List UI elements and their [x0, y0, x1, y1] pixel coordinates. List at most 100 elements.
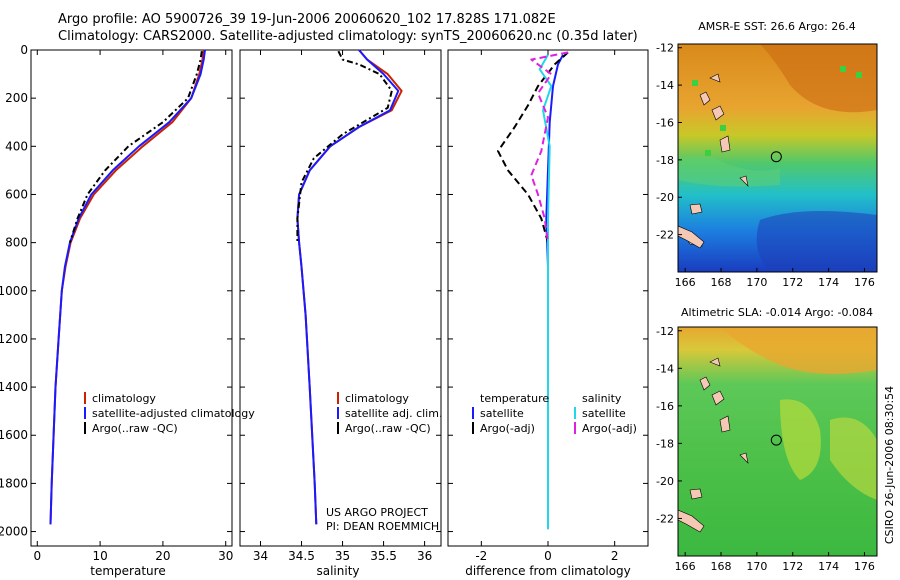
sst-missing-pixel — [856, 72, 862, 78]
sst-islands — [679, 73, 749, 247]
series-line-satellite-adjusted-climatology — [49, 49, 206, 525]
y-tick-label: 800 — [5, 236, 28, 250]
figure-title-line1: Argo profile: AO 5900726_39 19-Jun-2006 … — [58, 12, 556, 27]
x-tick-label: 34.5 — [288, 549, 315, 563]
sst-map-title: AMSR-E SST: 26.6 Argo: 26.4 — [698, 20, 856, 33]
difference-xlabel: difference from climatology — [465, 564, 631, 578]
x-tick-label: 0 — [544, 549, 552, 563]
sst-missing-pixel — [692, 80, 698, 86]
lat-tick-label: -16 — [656, 400, 674, 413]
lat-tick-label: -14 — [656, 362, 674, 375]
legend-heading-temperature: temperature — [480, 392, 549, 405]
y-tick-label: 600 — [5, 187, 28, 201]
x-tick-label: 20 — [155, 549, 170, 563]
lon-tick-label: 172 — [782, 276, 803, 289]
salinity-panel: 34 34.5 35 35.5 36 salinity climatology sate… — [239, 49, 442, 578]
temperature-legend: climatology satellite-adjusted climatolo… — [84, 392, 255, 435]
x-tick-label: 0 — [33, 549, 41, 563]
lon-tick-label: 168 — [711, 560, 732, 573]
legend-label-satellite-adj: satellite adj. clim. — [345, 407, 442, 420]
sla-high-patch — [720, 327, 877, 374]
sst-new-caledonia — [678, 225, 705, 249]
x-tick-label: 35 — [335, 549, 350, 563]
lat-tick-label: -20 — [656, 191, 674, 204]
x-tick-label: 2 — [611, 549, 619, 563]
y-tick-label: 1600 — [0, 428, 28, 442]
x-tick-label: -2 — [475, 549, 487, 563]
y-tick-label: 200 — [5, 91, 28, 105]
legend-label-argo: Argo(..raw -QC) — [345, 422, 431, 435]
sla-islands — [689, 357, 749, 500]
lat-tick-label: -22 — [656, 229, 674, 242]
legend-label-satellite-adjusted: satellite-adjusted climatology — [92, 407, 255, 420]
x-tick-label: 10 — [92, 549, 107, 563]
sst-map-frame — [677, 43, 878, 273]
lon-tick-label: 176 — [854, 276, 875, 289]
legend-label-climatology: climatology — [92, 392, 156, 405]
lon-tick-label: 174 — [818, 276, 839, 289]
sst-float-position-marker — [770, 151, 782, 163]
y-tick-label: 400 — [5, 139, 28, 153]
csiro-credit: CSIRO 26-Jun-2006 08:30:54 — [883, 386, 896, 544]
sla-map-frame — [677, 326, 878, 557]
sst-front-band — [678, 156, 780, 187]
lat-tick-label: -12 — [656, 42, 674, 55]
sla-anomaly-patch — [780, 399, 821, 480]
lat-tick-label: -18 — [656, 154, 674, 167]
project-line2: PI: DEAN ROEMMICH — [326, 520, 439, 533]
temperature-xlabel: temperature — [90, 564, 165, 578]
lon-tick-label: 170 — [746, 276, 767, 289]
temperature-axes-frame — [30, 49, 233, 547]
sst-map-panel: AMSR-E SST: 26.6 Argo: 26.4 166 168 170 172… — [656, 20, 878, 289]
legend-label-sal-argo: Argo(-adj) — [582, 422, 637, 435]
lon-tick-label: 166 — [675, 276, 696, 289]
legend-label-temp-satellite: satellite — [480, 407, 524, 420]
lon-tick-label: 176 — [854, 560, 875, 573]
sla-float-position-marker — [770, 434, 782, 446]
lon-tick-label: 172 — [782, 560, 803, 573]
lat-tick-label: -12 — [656, 325, 674, 338]
difference-legend: temperature satellite Argo(-adj) salinit… — [472, 392, 637, 435]
legend-label-sal-satellite: satellite — [582, 407, 626, 420]
sla-new-caledonia — [678, 509, 705, 533]
salinity-xlabel: salinity — [316, 564, 359, 578]
y-tick-label: 1800 — [0, 476, 28, 490]
sst-cool-patch — [756, 211, 877, 272]
series-line-satellite-adj-clim — [296, 49, 400, 525]
difference-panel: -2 0 2 difference from climatology tempera… — [447, 49, 649, 578]
project-line1: US ARGO PROJECT — [326, 506, 428, 519]
series-line-salinity-argo-adj — [530, 51, 569, 243]
series-line-temperature-argo-adj — [497, 51, 569, 243]
x-tick-label: 30 — [218, 549, 233, 563]
legend-label-argo: Argo(..raw -QC) — [92, 422, 178, 435]
legend-label-temp-argo: Argo(-adj) — [480, 422, 535, 435]
sst-missing-pixel — [840, 66, 846, 72]
y-tick-label: 2000 — [0, 525, 28, 539]
lon-tick-label: 166 — [675, 560, 696, 573]
temperature-panel: 0 10 20 30 0 200 400 600 800 1000 1200 1400 1600 1800… — [0, 43, 255, 578]
y-tick-label: 1000 — [0, 284, 28, 298]
lat-tick-label: -18 — [656, 437, 674, 450]
x-tick-label: 34 — [253, 549, 268, 563]
x-tick-label: 36 — [417, 549, 432, 563]
sla-map-title: Altimetric SLA: -0.014 Argo: -0.084 — [681, 306, 873, 319]
lat-tick-label: -22 — [656, 512, 674, 525]
figure-title-line2: Climatology: CARS2000. Satellite-adjuste… — [58, 29, 638, 44]
series-line-climatology — [49, 49, 205, 525]
sla-anomaly-patch — [830, 417, 877, 500]
legend-label-climatology: climatology — [345, 392, 409, 405]
legend-heading-salinity: salinity — [582, 392, 622, 405]
x-tick-label: 35.5 — [370, 549, 397, 563]
sla-map-panel: Altimetric SLA: -0.014 Argo: -0.084 166 1… — [656, 306, 878, 573]
sst-missing-pixel — [705, 150, 711, 156]
lon-tick-label: 174 — [818, 560, 839, 573]
lon-tick-label: 170 — [746, 560, 767, 573]
series-line-argo-raw-qc — [68, 51, 203, 243]
y-tick-label: 1400 — [0, 380, 28, 394]
lon-tick-label: 168 — [711, 276, 732, 289]
sst-warm-patch — [760, 44, 877, 113]
lat-tick-label: -16 — [656, 116, 674, 129]
salinity-legend: climatology satellite adj. clim. Argo(..… — [337, 392, 442, 435]
lat-tick-label: -20 — [656, 475, 674, 488]
